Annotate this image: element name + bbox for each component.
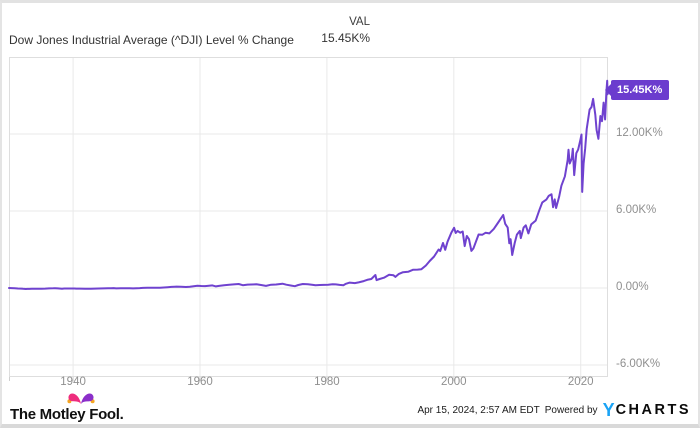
ycharts-wordmark: CHARTS <box>615 402 691 418</box>
attribution: Apr 15, 2024, 2:57 AM EDT Powered by Y C… <box>417 399 691 421</box>
ycharts-logo: Y CHARTS <box>603 400 691 421</box>
y-axis-label: -6.00K% <box>616 357 661 370</box>
x-axis-label: 2020 <box>567 376 594 388</box>
ycharts-y-icon: Y <box>602 399 615 420</box>
series-line <box>8 79 609 290</box>
current-value: 15.45K% <box>321 31 370 45</box>
last-value-tag: 15.45K% <box>604 79 670 100</box>
value-column: VAL 15.45K% <box>250 16 370 45</box>
x-axis-label: 1980 <box>314 376 340 388</box>
timestamp: Apr 15, 2024, 2:57 AM EDT <box>417 404 540 416</box>
plot-area <box>8 57 609 381</box>
powered-by-text: Powered by <box>544 404 598 416</box>
y-axis-label: 6.00K% <box>616 203 657 216</box>
motley-fool-logo: The Motley Fool. <box>10 406 124 423</box>
x-axis-label: 2000 <box>441 376 467 388</box>
y-axis-label: 12.00K% <box>616 126 663 139</box>
jester-cap-icon <box>67 393 95 404</box>
value-column-header: VAL <box>349 16 370 28</box>
plot-border <box>9 57 608 377</box>
x-axis-label: 1940 <box>60 376 86 388</box>
y-axis-label: 0.00% <box>616 280 649 293</box>
x-axis-label: 1960 <box>187 376 213 388</box>
chart-title: Dow Jones Industrial Average (^DJI) Leve… <box>9 33 294 47</box>
